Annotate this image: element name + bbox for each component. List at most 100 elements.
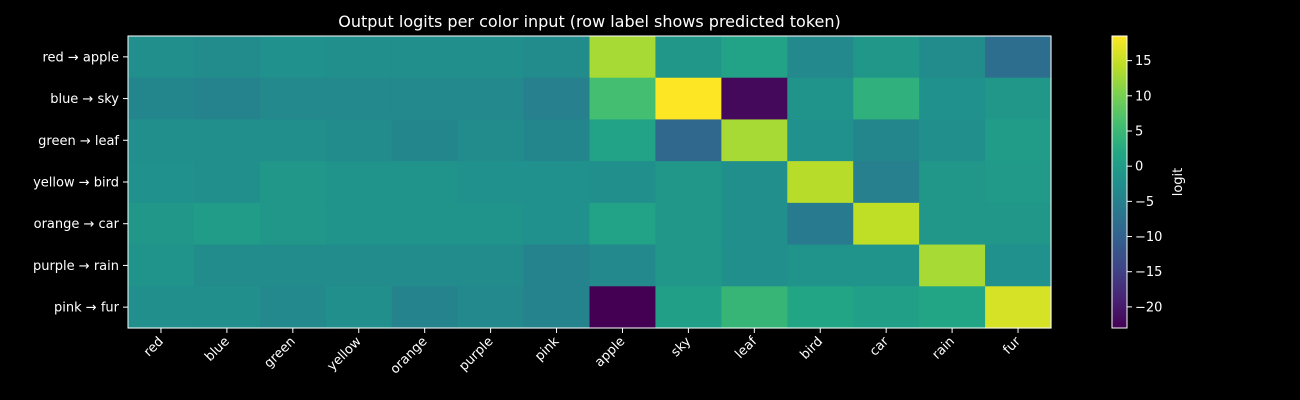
heatmap-cell (259, 36, 327, 79)
heatmap-cell (853, 286, 920, 329)
heatmap-cell (259, 202, 327, 246)
heatmap-cell (457, 77, 525, 121)
heatmap-cell (457, 286, 525, 329)
heatmap-cells (128, 36, 1052, 329)
heatmap-cell (193, 161, 261, 204)
colorbar-label: logit (1171, 168, 1186, 197)
column-label: car (867, 334, 893, 360)
heatmap-cell (259, 77, 327, 121)
heatmap-cell (919, 77, 986, 121)
heatmap-cell (391, 202, 459, 246)
heatmap-cell (128, 36, 195, 79)
column-label: red (141, 334, 167, 360)
chart-title: Output logits per color input (row label… (338, 12, 841, 31)
heatmap-cell (523, 77, 591, 121)
heatmap-cell (721, 77, 788, 121)
heatmap-cell (589, 244, 657, 287)
heatmap-cell (457, 119, 525, 162)
heatmap-cell (853, 202, 920, 246)
heatmap-cell (787, 119, 854, 162)
colorbar-tick-label: 5 (1135, 124, 1143, 139)
heatmap-cell (325, 161, 393, 204)
heatmap-cell (457, 161, 525, 204)
row-label: blue → sky (50, 92, 119, 107)
row-label: pink → fur (54, 301, 120, 316)
column-label: sky (668, 334, 694, 360)
heatmap-cell (919, 286, 986, 329)
heatmap-cell (391, 36, 459, 79)
row-label: orange → car (34, 217, 120, 232)
heatmap-cell (589, 119, 657, 162)
heatmap-cell (985, 36, 1052, 79)
heatmap-cell (523, 161, 591, 204)
row-label: purple → rain (33, 259, 119, 274)
heatmap-cell (589, 286, 657, 329)
heatmap-cell (259, 244, 327, 287)
column-label: fur (1000, 334, 1024, 358)
heatmap-cell (655, 244, 722, 287)
heatmap-cell (721, 244, 788, 287)
colorbar-tick-label: 0 (1135, 160, 1143, 175)
heatmap-cell (787, 202, 854, 246)
heatmap-cell (391, 286, 459, 329)
heatmap-cell (391, 161, 459, 204)
heatmap-cell (457, 244, 525, 287)
heatmap-cell (325, 286, 393, 329)
heatmap-cell (853, 77, 920, 121)
heatmap-cell (655, 286, 722, 329)
heatmap-cell (985, 119, 1052, 162)
heatmap-cell (853, 36, 920, 79)
heatmap-cell (259, 119, 327, 162)
heatmap-cell (985, 244, 1052, 287)
heatmap-cell (589, 202, 657, 246)
row-label: red → apple (42, 50, 119, 65)
heatmap-cell (193, 77, 261, 121)
heatmap-cell (787, 286, 854, 329)
heatmap-cell (193, 202, 261, 246)
heatmap-cell (787, 244, 854, 287)
column-label: bird (798, 334, 826, 362)
heatmap-cell (128, 286, 195, 329)
heatmap-cell (259, 286, 327, 329)
heatmap-cell (655, 77, 722, 121)
colorbar-tick-label: −20 (1135, 300, 1162, 315)
heatmap-cell (523, 286, 591, 329)
heatmap-cell (128, 161, 195, 204)
heatmap-cell (985, 202, 1052, 246)
heatmap-cell (325, 119, 393, 162)
heatmap-cell (721, 119, 788, 162)
heatmap-cell (655, 119, 722, 162)
heatmap-cell (457, 36, 525, 79)
column-label: yellow (325, 334, 365, 374)
heatmap-cell (919, 202, 986, 246)
heatmap-cell (787, 77, 854, 121)
heatmap-cell (919, 244, 986, 287)
heatmap-cell (128, 77, 195, 121)
heatmap-cell (853, 244, 920, 287)
row-label: green → leaf (38, 134, 119, 149)
heatmap-cell (457, 202, 525, 246)
heatmap-cell (391, 119, 459, 162)
heatmap-cell (128, 244, 195, 287)
heatmap-cell (655, 202, 722, 246)
column-label: leaf (732, 334, 760, 362)
column-label: purple (456, 334, 496, 374)
row-label: yellow → bird (33, 176, 119, 191)
heatmap-cell (259, 161, 327, 204)
heatmap-cell (985, 161, 1052, 204)
heatmap-cell (193, 36, 261, 79)
heatmap-cell (721, 202, 788, 246)
heatmap-cell (721, 36, 788, 79)
heatmap-cell (655, 161, 722, 204)
heatmap-cell (853, 161, 920, 204)
colorbar: 15 10 5 0 −5 −10 −15 −20 logit (1111, 35, 1186, 329)
colorbar-gradient (1111, 35, 1128, 329)
heatmap-cell (787, 161, 854, 204)
heatmap-cell (523, 202, 591, 246)
heatmap-cell (589, 161, 657, 204)
column-label: rain (930, 334, 958, 362)
heatmap-cell (523, 244, 591, 287)
row-labels: red → apple blue → sky green → leaf yellow … (33, 50, 128, 316)
colorbar-tick-label: −10 (1135, 230, 1162, 245)
